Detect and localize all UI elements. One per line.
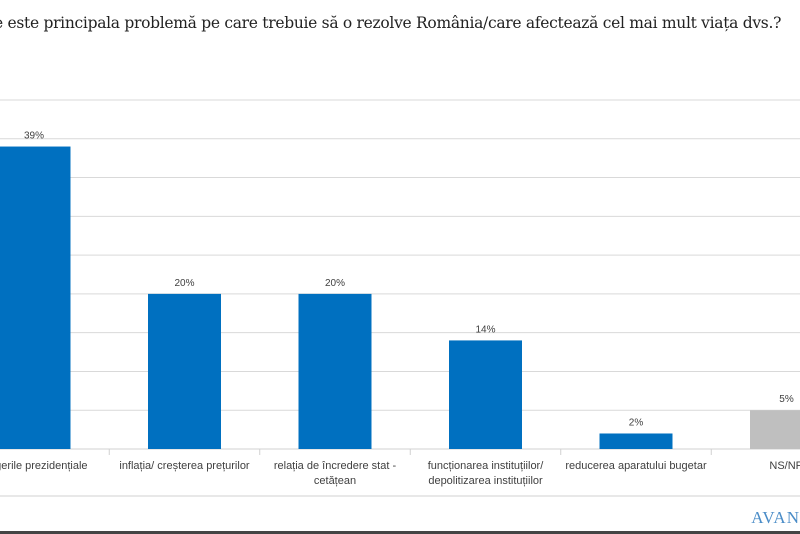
chart-title: e este principala problemă pe care trebu… xyxy=(0,14,782,32)
category-label: reducerea aparatului bugetar xyxy=(565,460,707,472)
category-label: funcționarea instituțiilor/ xyxy=(428,460,545,472)
data-label: 5% xyxy=(779,394,794,405)
bar xyxy=(298,293,372,449)
category-label: relația de încredere stat - xyxy=(274,460,397,472)
category-label: NS/NR xyxy=(769,460,800,472)
category-label: inflația/ creșterea prețurilor xyxy=(119,460,250,472)
category-label: depolitizarea instituțiilor xyxy=(428,475,543,487)
data-label: 39% xyxy=(24,131,44,142)
bar xyxy=(599,433,673,449)
bar xyxy=(0,146,71,450)
bar xyxy=(750,410,800,449)
category-label: alegerile prezidențiale xyxy=(0,460,88,472)
data-label: 20% xyxy=(325,278,345,289)
data-label: 14% xyxy=(475,324,495,335)
logo: AVAN xyxy=(751,508,800,527)
category-label: cetățean xyxy=(314,475,356,487)
data-label: 2% xyxy=(629,417,644,428)
data-label: 20% xyxy=(174,278,194,289)
bar xyxy=(148,293,221,449)
bottom-bar xyxy=(0,531,800,534)
bar xyxy=(449,340,522,449)
